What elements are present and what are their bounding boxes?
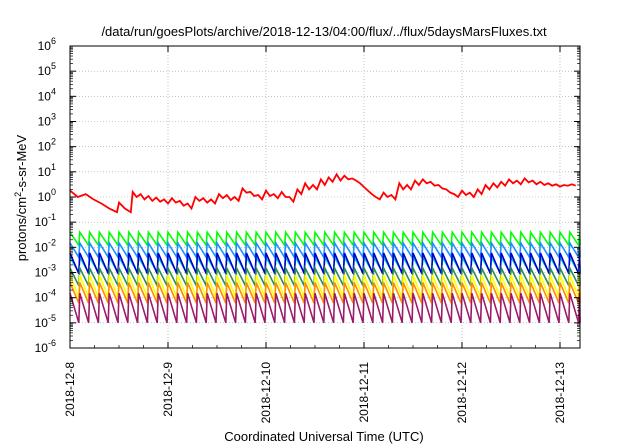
x-axis-ticks: 2018-12-8 2018-12-9 2018-12-10 2018-12-11 20… xyxy=(63,46,567,423)
y-tick-label: 10-1 xyxy=(35,212,56,229)
y-tick-label: 10-2 xyxy=(35,237,56,254)
series-line-3 xyxy=(69,252,581,275)
x-axis-label: Coordinated Universal Time (UTC) xyxy=(224,429,423,444)
y-tick-label: 104 xyxy=(38,86,56,103)
y-tick-label: 101 xyxy=(38,162,56,179)
x-tick-label: 2018-12-8 xyxy=(63,362,77,417)
chart-title: /data/run/goesPlots/archive/2018-12-13/0… xyxy=(101,24,547,39)
x-tick-label: 2018-12-9 xyxy=(161,362,175,417)
y-tick-label: 102 xyxy=(38,137,56,154)
y-tick-label: 100 xyxy=(38,187,56,204)
y-tick-label: 10-5 xyxy=(35,313,56,330)
x-tick-label: 2018-12-10 xyxy=(259,362,273,424)
series-group xyxy=(69,172,581,324)
y-axis-label-main: protons/cm xyxy=(14,197,29,261)
y-axis-label: protons/cm2-s-sr-MeV xyxy=(13,134,29,261)
x-tick-label: 2018-12-11 xyxy=(357,362,371,423)
series-line-0 xyxy=(69,229,581,248)
series-line-1 xyxy=(69,240,581,260)
series-line-6 xyxy=(69,282,581,304)
x-tick-label: 2018-12-12 xyxy=(455,362,469,424)
series-line-red xyxy=(69,172,577,214)
y-tick-label: 106 xyxy=(38,36,56,53)
y-tick-label: 10-4 xyxy=(35,288,56,305)
x-tick-label: 2018-12-13 xyxy=(553,362,567,424)
y-tick-label: 10-3 xyxy=(35,263,56,280)
y-axis-label-tail: -s-sr-MeV xyxy=(14,134,29,191)
series-line-7 xyxy=(69,292,581,324)
y-axis-label-sup: 2 xyxy=(13,192,23,197)
y-tick-label: 10-6 xyxy=(35,338,56,355)
y-tick-label: 103 xyxy=(38,112,56,129)
y-tick-label: 105 xyxy=(38,61,56,78)
y-axis-ticks: 10-6 10-5 10-4 10-3 10-2 10-1 100 101 102 103 104 1… xyxy=(35,36,580,355)
